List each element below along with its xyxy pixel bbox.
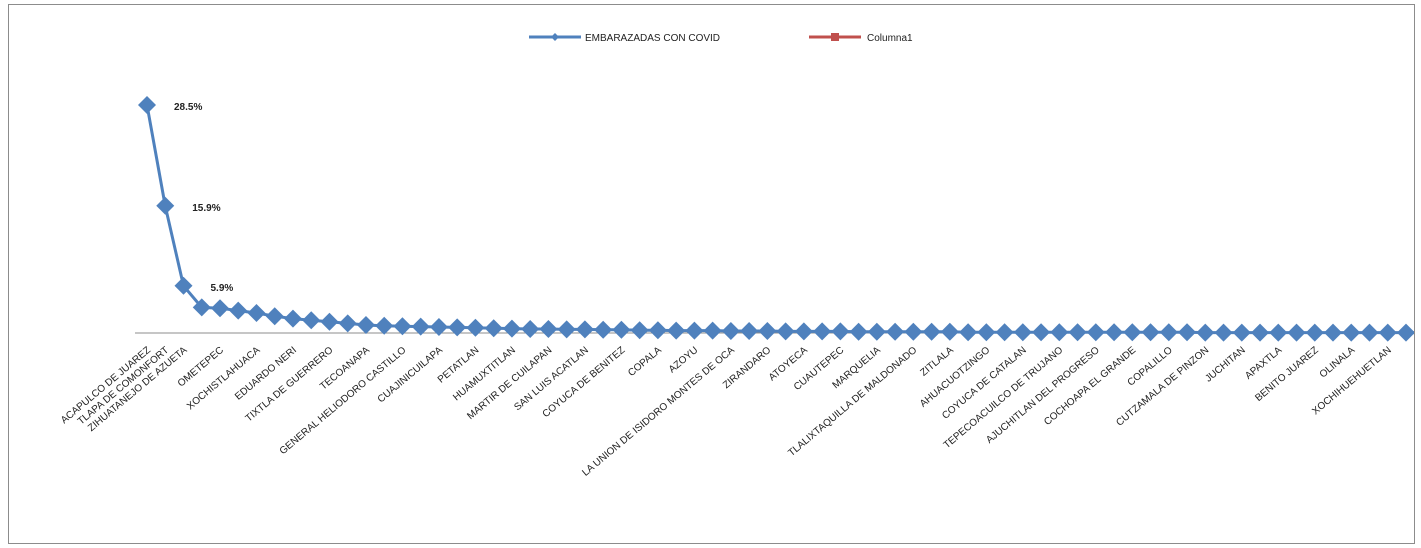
data-point xyxy=(867,322,886,341)
data-point xyxy=(229,301,248,320)
data-point xyxy=(1342,323,1361,342)
data-point xyxy=(959,323,978,342)
data-point xyxy=(521,320,540,338)
data-point xyxy=(648,321,667,340)
data-point xyxy=(886,322,905,341)
data-point xyxy=(1050,323,1069,342)
data-point xyxy=(466,318,485,337)
data-point xyxy=(539,320,558,338)
data-point xyxy=(356,316,375,334)
data-point xyxy=(1178,323,1197,342)
data-point xyxy=(831,322,850,341)
chart-area: EMBARAZADAS CON COVID Columna1 28.5% 15.9%… xyxy=(8,4,1415,544)
legend-label-2: Columna1 xyxy=(867,33,913,44)
data-point xyxy=(1068,323,1087,342)
data-point xyxy=(502,319,521,338)
data-point xyxy=(1141,323,1160,342)
data-point xyxy=(138,96,156,114)
category-label: COPALA xyxy=(626,345,664,379)
data-point xyxy=(1287,323,1306,342)
data-point xyxy=(740,322,759,340)
data-point xyxy=(1378,323,1397,342)
data-point xyxy=(612,320,631,339)
legend-marker-2 xyxy=(831,33,839,41)
category-label: HUAMUXTITLAN xyxy=(451,345,518,403)
data-point xyxy=(1305,323,1324,342)
data-point xyxy=(1105,323,1124,342)
data-point xyxy=(977,323,996,342)
data-point xyxy=(1232,323,1251,342)
data-label: 28.5% xyxy=(174,102,202,113)
data-label: 5.9% xyxy=(210,283,233,294)
legend: EMBARAZADAS CON COVID Columna1 xyxy=(529,33,913,44)
category-label: TLAPA DE COMONFORT xyxy=(76,345,171,427)
legend-marker-1 xyxy=(551,33,559,41)
data-point xyxy=(411,317,430,336)
data-point xyxy=(320,312,339,331)
data-label-layer: 28.5% 15.9% 5.9% xyxy=(174,102,233,294)
data-point xyxy=(393,317,412,336)
data-point xyxy=(283,309,302,328)
data-point xyxy=(776,322,795,341)
data-point xyxy=(794,322,813,341)
data-point xyxy=(667,321,686,340)
data-point xyxy=(904,322,923,341)
data-point xyxy=(1251,323,1270,342)
data-point xyxy=(210,299,229,318)
category-label: AZOYU xyxy=(667,345,700,376)
data-point xyxy=(338,314,357,333)
data-point xyxy=(484,319,503,338)
data-point xyxy=(1159,323,1178,342)
data-label: 15.9% xyxy=(192,203,220,214)
data-point xyxy=(557,320,576,339)
data-point xyxy=(302,311,321,330)
data-point xyxy=(375,316,394,335)
data-point xyxy=(1123,323,1142,342)
category-label: JUCHITAN xyxy=(1203,345,1247,385)
series-layer xyxy=(138,96,1414,342)
data-point xyxy=(1269,323,1288,342)
data-point xyxy=(156,196,175,215)
data-point xyxy=(1013,323,1032,342)
data-point xyxy=(940,322,959,341)
category-label: CUAJINICUILAPA xyxy=(376,345,445,406)
data-point xyxy=(1360,323,1379,342)
data-point xyxy=(813,322,832,341)
data-point xyxy=(1324,323,1343,342)
legend-label-1: EMBARAZADAS CON COVID xyxy=(585,33,720,44)
data-point xyxy=(265,307,284,326)
data-point xyxy=(721,322,740,340)
data-point xyxy=(1196,323,1215,342)
data-point xyxy=(192,298,211,317)
data-point xyxy=(758,322,777,340)
data-point xyxy=(685,321,704,340)
category-label: BENITO JUAREZ xyxy=(1253,345,1320,404)
data-point xyxy=(703,321,722,340)
category-label: EDUARDO NERI xyxy=(233,345,299,403)
data-point xyxy=(922,322,941,341)
data-point xyxy=(1214,323,1233,342)
line-chart: EMBARAZADAS CON COVID Columna1 28.5% 15.9%… xyxy=(59,33,1414,479)
data-point xyxy=(594,320,613,339)
data-point xyxy=(849,322,868,341)
data-point xyxy=(995,323,1014,342)
data-point xyxy=(575,320,594,339)
data-point xyxy=(1397,323,1414,342)
data-point xyxy=(448,318,467,337)
category-label: GENERAL HELIODORO CASTILLO xyxy=(278,345,409,457)
data-point xyxy=(1032,323,1051,342)
data-point xyxy=(247,304,266,322)
data-point xyxy=(429,318,448,336)
category-label: TLALIXTAQUILLA DE MALDONADO xyxy=(786,345,919,459)
data-point xyxy=(630,321,649,340)
data-point xyxy=(174,276,193,295)
data-point xyxy=(1086,323,1105,342)
series-line xyxy=(145,104,1414,335)
